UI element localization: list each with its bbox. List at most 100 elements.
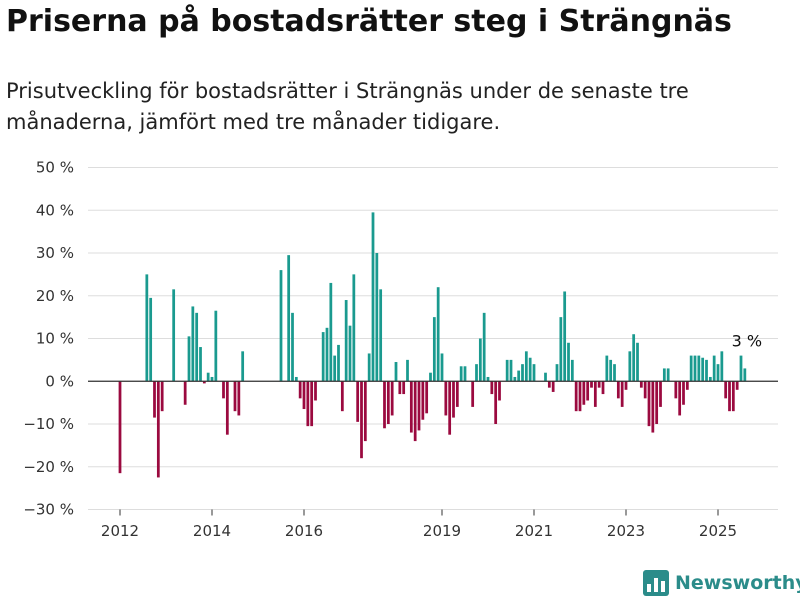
- bar: [494, 381, 498, 424]
- bar: [191, 306, 195, 382]
- x-tick-label: 2014: [193, 522, 231, 540]
- bar: [570, 359, 574, 382]
- bar: [693, 355, 697, 382]
- bar: [340, 381, 344, 412]
- bar: [448, 381, 452, 435]
- bar: [528, 357, 532, 382]
- bar: [586, 381, 590, 401]
- bar: [731, 381, 735, 412]
- bar: [505, 359, 509, 382]
- bar: [241, 351, 245, 382]
- bar: [187, 336, 191, 382]
- bar: [632, 334, 636, 382]
- bar: [291, 312, 294, 382]
- bar: [486, 376, 490, 382]
- bar: [674, 381, 678, 399]
- bar: [682, 381, 685, 405]
- bar: [459, 366, 463, 382]
- bar: [643, 381, 647, 399]
- bar: [578, 381, 582, 412]
- bar: [302, 381, 306, 410]
- bar: [544, 372, 547, 382]
- x-tick-label: 2012: [101, 522, 139, 540]
- bar: [352, 274, 356, 382]
- bar: [724, 381, 728, 399]
- bar: [666, 368, 670, 382]
- bar: [647, 381, 651, 427]
- bar: [463, 366, 467, 382]
- y-tick-label: 0 %: [45, 372, 74, 390]
- bar: [597, 381, 601, 388]
- bar: [436, 287, 440, 382]
- chart-subtitle: Prisutveckling för bostadsrätter i Strän…: [6, 79, 689, 134]
- bar: [701, 357, 705, 382]
- bar: [475, 364, 478, 382]
- y-tick-label: 10 %: [36, 330, 74, 348]
- bar: [498, 381, 501, 401]
- bar: [394, 362, 398, 382]
- bar: [225, 381, 229, 435]
- bar: [728, 381, 731, 412]
- bar: [628, 351, 632, 382]
- bar: [624, 381, 628, 390]
- bar: [363, 381, 367, 442]
- chart-title: Priserna på bostadsrätter steg i Strängn…: [6, 4, 732, 39]
- bar: [532, 364, 536, 382]
- bar: [521, 364, 524, 382]
- bar: [386, 381, 390, 424]
- bar: [425, 381, 429, 414]
- bar: [356, 381, 360, 422]
- bar: [655, 381, 659, 424]
- bar: [705, 359, 708, 382]
- bar: [605, 355, 609, 382]
- bar: [735, 381, 739, 390]
- bar: [402, 381, 406, 395]
- bar: [160, 381, 164, 412]
- bar: [287, 255, 291, 382]
- bar: [685, 381, 689, 390]
- bar: [233, 381, 237, 412]
- bar: [455, 381, 459, 407]
- newsworthy-logo: Newsworthy: [643, 570, 800, 596]
- bar-chart-icon: [643, 570, 669, 596]
- bar: [517, 370, 521, 382]
- bar: [367, 353, 371, 382]
- x-tick-label: 2021: [515, 522, 553, 540]
- bars: [118, 212, 747, 478]
- bar: [118, 381, 122, 474]
- bar: [279, 270, 283, 382]
- bar: [195, 312, 199, 382]
- x-axis: 2012 2014 2016 2019 2021 2023 2025: [101, 509, 737, 540]
- bar: [390, 381, 394, 416]
- bar: [513, 376, 517, 382]
- y-tick-label: 40 %: [36, 201, 74, 219]
- bar: [651, 381, 655, 433]
- bar: [206, 372, 210, 382]
- bar: [478, 338, 482, 382]
- bar: [183, 381, 187, 405]
- x-tick-label: 2023: [607, 522, 645, 540]
- bar: [678, 381, 682, 416]
- y-tick-label: 20 %: [36, 287, 74, 305]
- bar: [582, 381, 586, 405]
- bar: [406, 359, 409, 382]
- x-tick-label: 2025: [699, 522, 737, 540]
- bar: [590, 381, 593, 388]
- bar: [383, 381, 386, 429]
- bar: [440, 353, 444, 382]
- y-tick-label: 30 %: [36, 244, 74, 262]
- bar: [429, 372, 432, 382]
- bar: [413, 381, 417, 442]
- bar: [567, 342, 570, 382]
- bar: [563, 291, 567, 382]
- brand-name: Newsworthy: [675, 572, 800, 594]
- bar: [294, 376, 298, 382]
- y-tick-label: 50 %: [36, 159, 74, 177]
- bar: [210, 376, 214, 382]
- bar: [636, 342, 639, 382]
- bar: [398, 381, 402, 395]
- bar: [739, 355, 743, 382]
- bar: [609, 359, 613, 382]
- bar-chart: 50 % 40 % 30 % 20 % 10 % 0 % −10 % −20 % −30 % 2…: [23, 159, 778, 540]
- bar: [697, 355, 701, 382]
